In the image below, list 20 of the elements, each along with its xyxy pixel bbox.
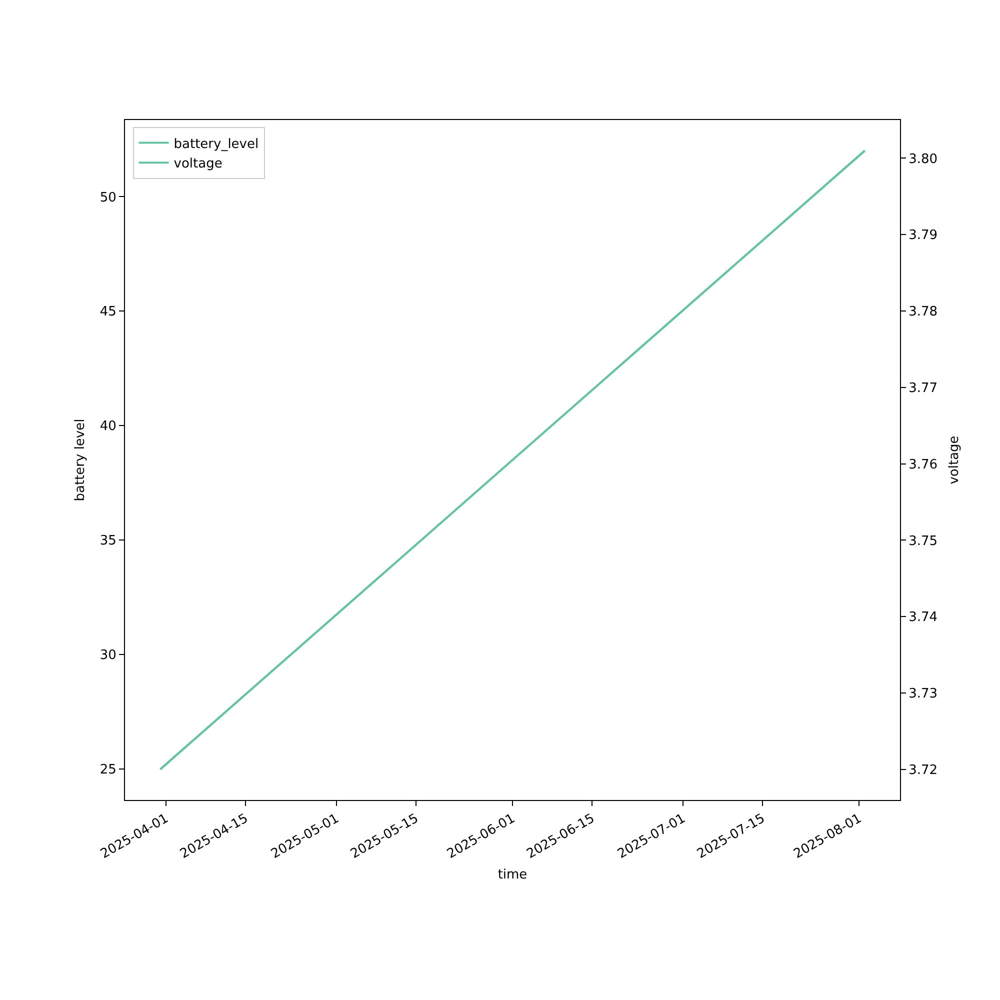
x-axis-title: time: [498, 868, 528, 883]
y2-tick-label: 3.73: [908, 686, 938, 702]
y-tick-label: 50: [100, 190, 116, 206]
y2-tick-label: 3.76: [908, 457, 938, 472]
y-tick-label: 45: [100, 304, 116, 320]
y-tick-label: 25: [100, 762, 116, 778]
y2-tick-label: 3.75: [908, 534, 938, 549]
y-axis-title: battery level: [72, 418, 88, 502]
y2-tick-label: 3.77: [908, 380, 938, 396]
y-tick-label: 35: [100, 534, 116, 549]
y2-tick-label: 3.72: [908, 762, 938, 778]
y2-tick-label: 3.80: [908, 152, 938, 167]
y-tick-label: 40: [100, 419, 116, 434]
y2-tick-label: 3.78: [908, 304, 938, 320]
y2-tick-label: 3.79: [908, 228, 938, 244]
y2-axis-title: voltage: [947, 436, 962, 484]
legend-label: voltage: [174, 156, 222, 172]
legend-label: battery_level: [174, 136, 259, 152]
y2-tick-label: 3.74: [908, 610, 938, 626]
y-tick-label: 30: [100, 648, 116, 664]
